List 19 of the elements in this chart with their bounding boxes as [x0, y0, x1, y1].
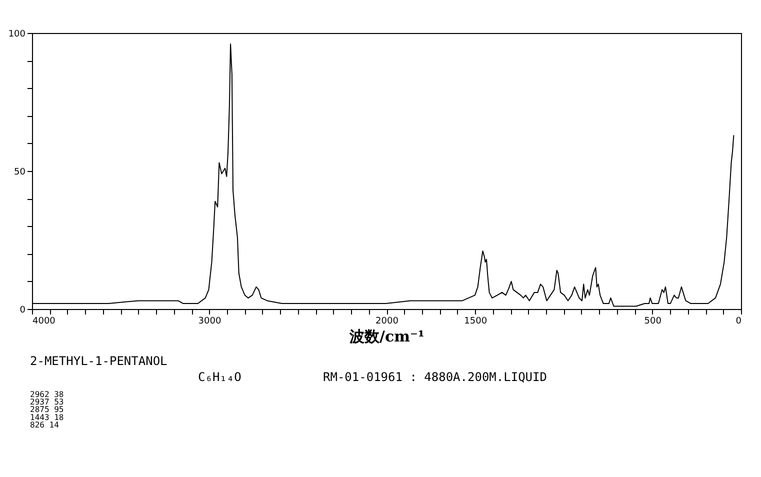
x-axis-title: 波数/cm⁻¹	[348, 328, 424, 346]
y-tick-label: 0	[20, 306, 26, 316]
text: 1443 18	[30, 412, 64, 422]
x-tick-label: 0	[736, 316, 742, 326]
x-tick-label: 2000	[376, 316, 399, 326]
text: 2875 95	[30, 405, 64, 414]
x-tick-label: 500	[644, 316, 662, 326]
text: 826 14	[30, 420, 60, 430]
text: 2937 53	[30, 398, 64, 407]
x-tick-label: 1500	[464, 316, 488, 326]
x-tick-label: 3000	[198, 316, 222, 326]
text: 2962 38	[30, 390, 64, 399]
text: 2-METHYL-1-PENTANOL	[30, 354, 168, 368]
y-tick-label: 100	[8, 30, 26, 40]
text: RM-01-01961 : 4880A.200M.LIQUID	[323, 370, 547, 384]
text: C₆H₁₄O	[198, 370, 242, 384]
x-tick-label: 4000	[32, 316, 56, 326]
line-series	[32, 44, 734, 307]
y-tick-label: 50	[14, 168, 26, 178]
